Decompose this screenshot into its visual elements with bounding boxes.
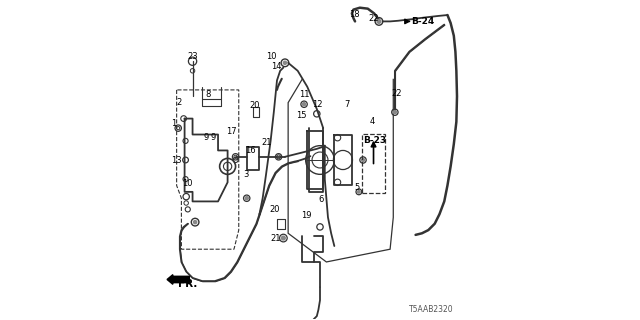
Text: 13: 13 (172, 156, 182, 164)
Text: B-23: B-23 (364, 136, 387, 145)
Circle shape (245, 197, 248, 200)
Text: 7: 7 (344, 100, 349, 109)
Text: 23: 23 (188, 52, 198, 61)
Text: 19: 19 (301, 211, 312, 220)
Text: 10: 10 (182, 180, 193, 188)
Circle shape (358, 191, 360, 193)
Text: 12: 12 (312, 100, 323, 109)
Circle shape (377, 20, 381, 23)
Text: 20: 20 (250, 101, 260, 110)
Text: 21: 21 (261, 138, 271, 147)
Text: 6: 6 (319, 195, 324, 204)
Text: 8: 8 (205, 90, 211, 99)
Text: 10: 10 (266, 52, 276, 61)
Text: 11: 11 (300, 90, 310, 99)
Circle shape (193, 220, 196, 224)
Circle shape (284, 61, 287, 64)
Text: B-24: B-24 (412, 17, 435, 26)
Text: 15: 15 (296, 111, 307, 120)
Text: 17: 17 (226, 127, 237, 136)
Text: 9: 9 (204, 133, 209, 142)
Text: 4: 4 (370, 117, 375, 126)
Circle shape (303, 103, 306, 106)
Text: T5AAB2320: T5AAB2320 (409, 305, 454, 314)
Text: 16: 16 (245, 146, 256, 155)
Text: 1: 1 (172, 119, 177, 128)
Text: 18: 18 (349, 10, 359, 19)
Text: 21: 21 (271, 234, 281, 243)
Text: 3: 3 (244, 170, 249, 179)
Text: 9: 9 (210, 133, 215, 142)
Circle shape (282, 236, 285, 240)
Text: 22: 22 (391, 89, 401, 98)
Text: 14: 14 (271, 61, 281, 70)
Text: 20: 20 (269, 205, 280, 214)
Circle shape (394, 111, 396, 114)
Text: 22: 22 (369, 14, 379, 23)
FancyArrow shape (167, 275, 189, 284)
Text: 5: 5 (354, 183, 359, 192)
Text: 2: 2 (176, 98, 181, 107)
Circle shape (362, 158, 365, 162)
Text: FR.: FR. (178, 279, 198, 289)
